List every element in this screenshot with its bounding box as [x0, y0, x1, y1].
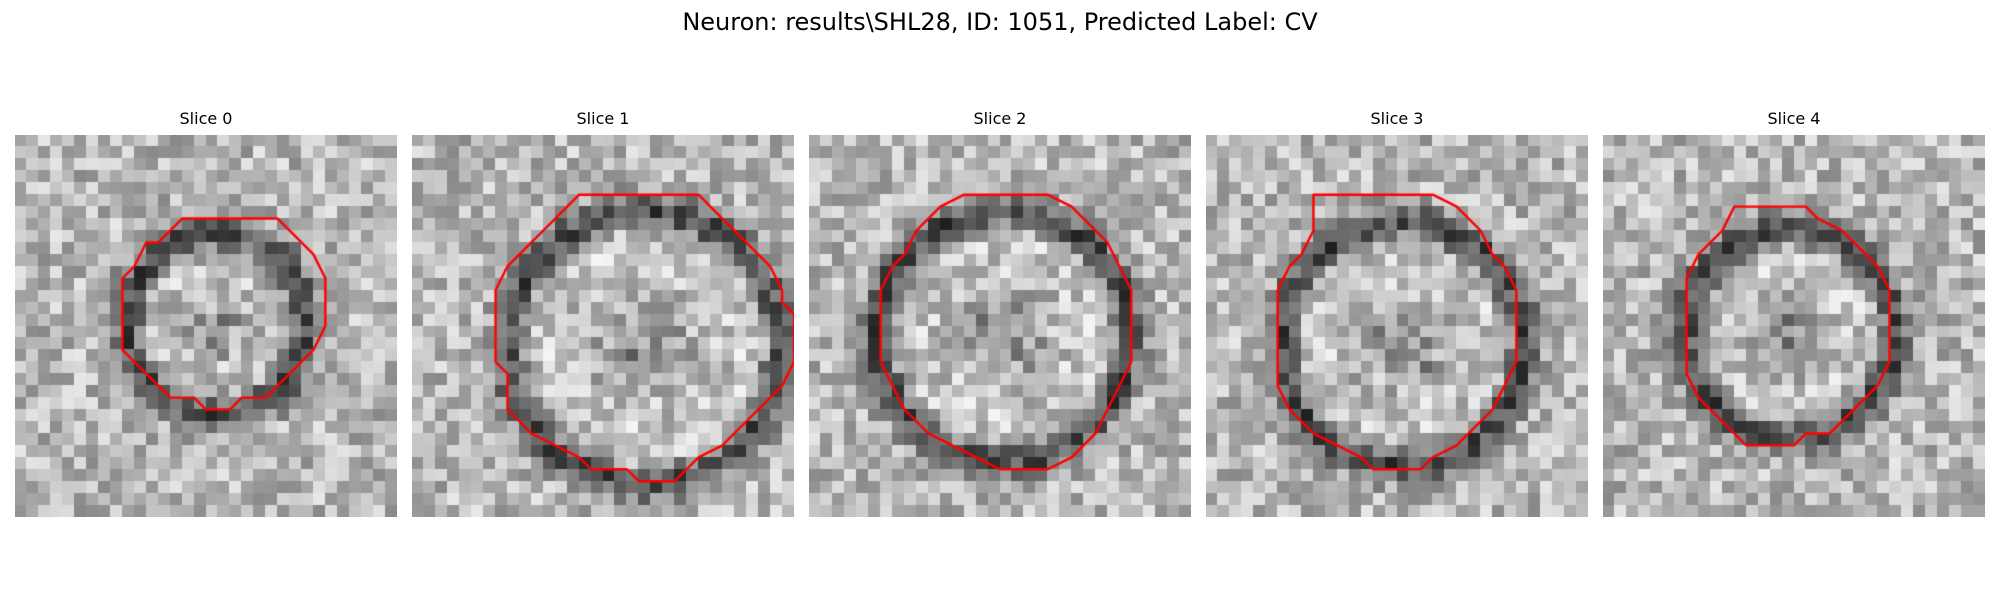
figure-title: Neuron: results\SHL28, ID: 1051, Predict…	[682, 8, 1318, 36]
slice-image	[809, 135, 1191, 517]
slice-title: Slice 2	[973, 109, 1027, 128]
slice-panel-3: Slice 3	[1206, 108, 1588, 518]
slice-panel-2: Slice 2	[809, 108, 1191, 518]
slice-title: Slice 1	[576, 109, 630, 128]
slice-image	[1206, 135, 1588, 517]
slice-panel-0: Slice 0	[15, 108, 397, 518]
slice-title: Slice 0	[179, 109, 233, 128]
slice-title: Slice 3	[1370, 109, 1424, 128]
slice-image	[15, 135, 397, 517]
slice-image	[412, 135, 794, 517]
slice-title: Slice 4	[1767, 109, 1821, 128]
slice-image	[1603, 135, 1985, 517]
slice-panel-1: Slice 1	[412, 108, 794, 518]
slice-panel-4: Slice 4	[1603, 108, 1985, 518]
